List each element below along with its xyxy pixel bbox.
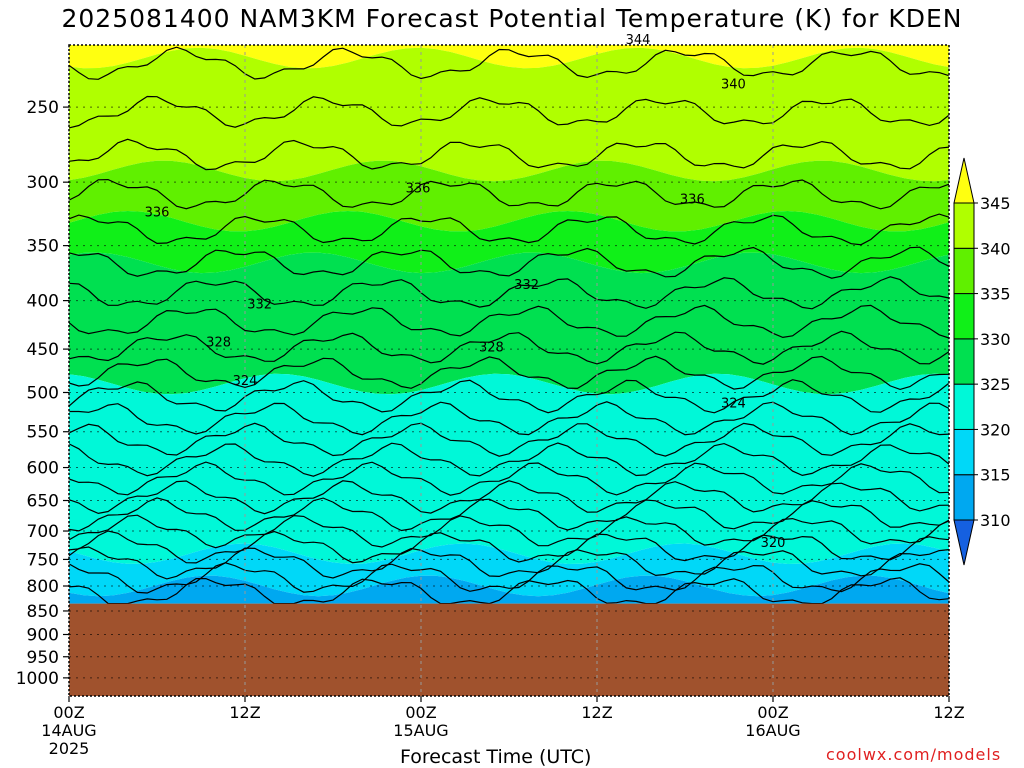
contour-line	[69, 401, 950, 436]
colorbar-arrow-bottom	[953, 519, 975, 566]
contour-line	[68, 577, 950, 605]
theta-band	[69, 575, 949, 604]
x-tick-label: 00Z	[757, 703, 788, 722]
y-tick-label: 1000	[16, 669, 59, 689]
y-tick-label: 400	[27, 292, 59, 312]
contour-line	[68, 355, 950, 391]
colorbar-label: 320	[980, 420, 1011, 439]
theta-band	[69, 373, 949, 564]
theta-band	[69, 252, 949, 395]
x-tick-label: 12Z	[933, 703, 964, 722]
y-tick-label: 250	[27, 98, 59, 118]
colorbar-segment	[953, 383, 975, 430]
x-tick-date: 16AUG	[745, 721, 800, 740]
colorbar-arrow-top	[953, 157, 975, 204]
x-tick-label: 12Z	[581, 703, 612, 722]
y-tick-label: 500	[27, 383, 59, 403]
theta-band	[69, 160, 949, 232]
contour-label: 336	[406, 182, 431, 197]
y-tick-label: 800	[27, 577, 59, 597]
contour-line	[68, 461, 950, 496]
colorbar-segment	[953, 428, 975, 476]
contour-line	[68, 379, 950, 414]
contour-label: 324	[233, 374, 258, 389]
x-tick-date: 15AUG	[393, 721, 448, 740]
colorbar-label: 330	[980, 330, 1011, 349]
contour-label: 320	[761, 536, 786, 551]
contour-label: 344	[626, 33, 651, 48]
colorbar-label: 325	[980, 375, 1011, 394]
x-tick-label: 00Z	[405, 703, 436, 722]
contour-line	[68, 138, 950, 171]
y-tick-label: 750	[27, 550, 59, 570]
contour-label: 332	[247, 298, 272, 313]
x-tick-label: 12Z	[229, 703, 260, 722]
y-tick-label: 850	[27, 602, 59, 622]
y-tick-label: 450	[27, 340, 59, 360]
contour-line	[68, 422, 950, 457]
contour-label: 324	[721, 396, 746, 411]
plot-frame	[68, 44, 950, 697]
y-tick-label: 950	[27, 648, 59, 668]
x-tick-year: 2025	[49, 739, 90, 758]
colorbar-label: 315	[980, 466, 1011, 485]
contour-line	[68, 246, 950, 279]
contour-label: 328	[206, 336, 231, 351]
terrain-fill	[69, 603, 949, 696]
x-tick-date: 14AUG	[41, 721, 96, 740]
contour-label: 340	[721, 77, 746, 92]
colorbar-segment	[953, 338, 975, 385]
contour-line	[68, 213, 950, 246]
contour-line	[68, 304, 950, 339]
colorbar-segment	[953, 474, 975, 521]
contour-label: 336	[145, 205, 170, 220]
colorbar-label: 310	[980, 511, 1011, 530]
y-tick-label: 550	[27, 423, 59, 443]
contour-label: 328	[479, 340, 504, 355]
x-tick-label: 00Z	[53, 703, 84, 722]
y-tick-label: 300	[27, 173, 59, 193]
colorbar-label: 345	[980, 194, 1011, 213]
y-tick-label: 650	[27, 492, 59, 512]
contour-line	[68, 497, 950, 532]
contour-label: 332	[514, 278, 539, 293]
contour-line	[68, 330, 950, 365]
contour-line	[68, 514, 950, 549]
theta-band	[69, 47, 949, 182]
contour-line	[68, 178, 950, 210]
y-tick-label: 350	[27, 237, 59, 257]
contour-line	[68, 546, 950, 580]
contour-line	[68, 276, 950, 310]
chart-title: 2025081400 NAM3KM Forecast Potential Tem…	[61, 4, 963, 33]
contour-label: 336	[680, 192, 705, 207]
x-axis-label: Forecast Time (UTC)	[400, 746, 592, 768]
colorbar-segment	[953, 202, 975, 249]
credit-link[interactable]: coolwx.com/models	[826, 745, 1002, 764]
contour-line	[68, 562, 950, 594]
theta-band	[69, 211, 949, 274]
contour-line	[68, 530, 950, 564]
colorbar-label: 335	[980, 285, 1011, 304]
colorbar-segment	[953, 293, 975, 340]
contour-line	[68, 95, 950, 129]
colorbar-label: 340	[980, 239, 1011, 258]
colorbar-segment	[953, 247, 975, 295]
y-tick-label: 900	[27, 625, 59, 645]
y-tick-label: 600	[27, 459, 59, 479]
theta-band	[69, 45, 949, 69]
y-tick-label: 700	[27, 522, 59, 542]
contour-line	[68, 442, 950, 477]
contour-line	[68, 46, 950, 80]
